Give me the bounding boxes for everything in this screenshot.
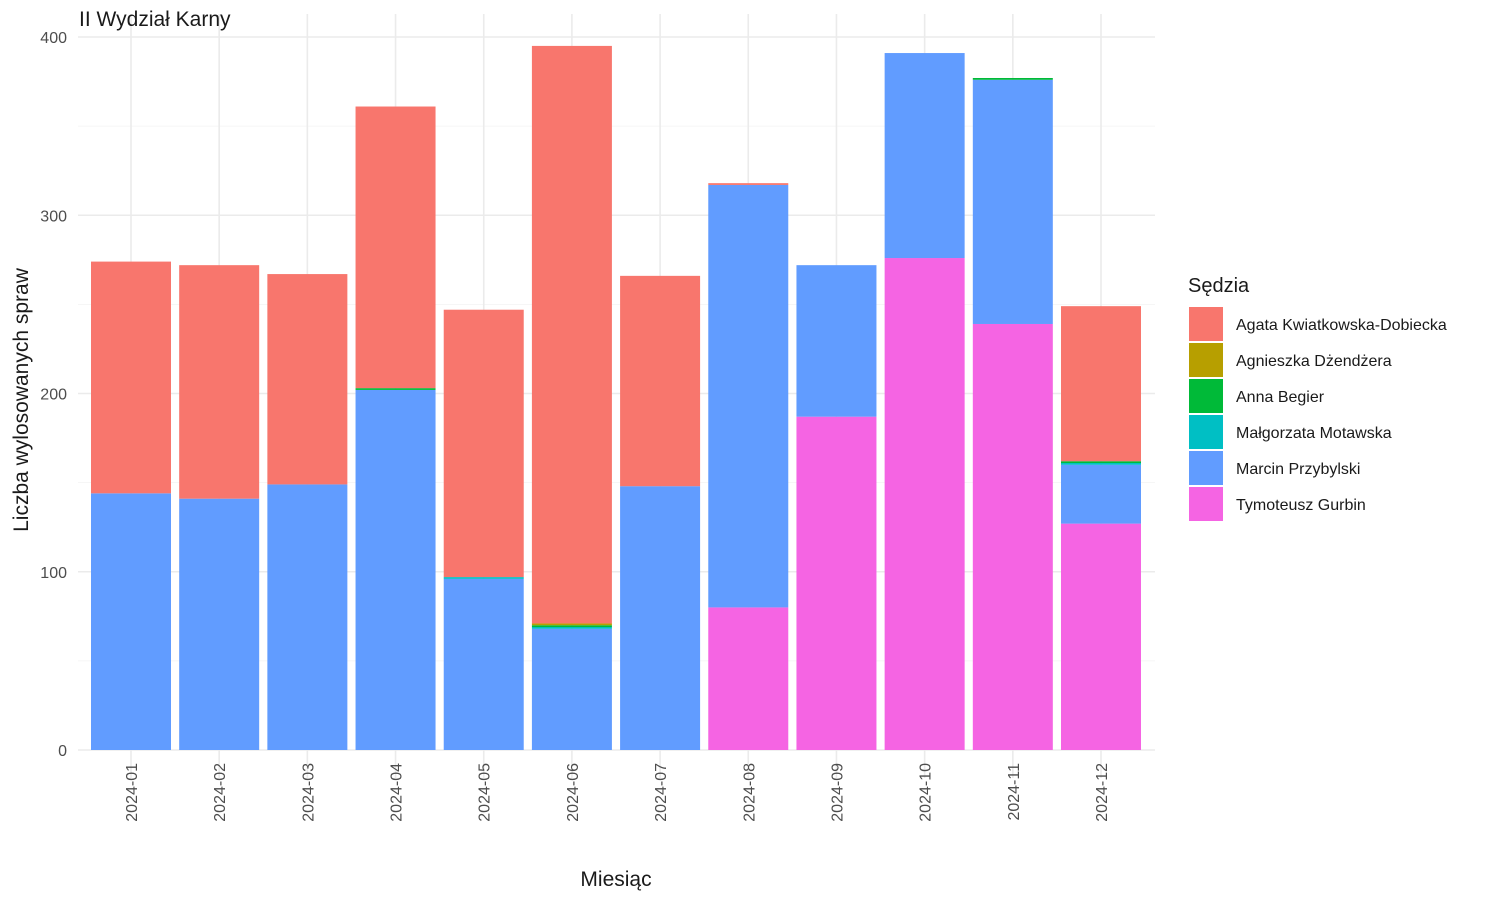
bar-segment: 2024-08: Marcin Przybylski = 237 xyxy=(708,184,789,608)
bar-segment: 2024-07: Marcin Przybylski = 148 xyxy=(620,486,701,750)
legend: Sędzia Agata Kwiatkowska-Dobiecka Agniesz… xyxy=(1188,275,1447,521)
bar-segment: 2024-04: Marcin Przybylski = 202 xyxy=(355,389,436,750)
x-tick-label: 2024-11 xyxy=(1006,763,1023,821)
legend-key xyxy=(1189,379,1223,413)
bar-segment: 2024-10: Tymoteusz Gurbin = 276 xyxy=(884,258,965,750)
legend-label: Anna Begier xyxy=(1236,389,1325,406)
bar-segment: 2024-04: Anna Begier = 1 xyxy=(355,388,436,390)
bar-segment: 2024-04: Agata Kwiatkowska-Dobiecka = 15… xyxy=(355,106,436,389)
y-tick-label: 100 xyxy=(40,565,67,582)
bars: 2024-01: Marcin Przybylski = 1442024-01:… xyxy=(91,45,1141,750)
bar-segment: 2024-06: Anna Begier = 1 xyxy=(531,625,612,628)
bar-segment: 2024-10: Marcin Przybylski = 115 xyxy=(884,53,965,259)
y-tick-label: 0 xyxy=(58,743,67,760)
bar-segment: 2024-07: Agata Kwiatkowska-Dobiecka = 11… xyxy=(620,275,701,487)
x-tick-label: 2024-03 xyxy=(300,763,317,822)
bar-segment: 2024-06: Marcin Przybylski = 68 xyxy=(531,628,612,750)
x-tick-label: 2024-06 xyxy=(565,763,582,822)
bar-segment: 2024-05: Marcin Przybylski = 96 xyxy=(443,578,524,750)
x-tick-label: 2024-10 xyxy=(918,763,935,822)
x-tick-label: 2024-05 xyxy=(477,763,494,822)
x-tick-label: 2024-12 xyxy=(1094,763,1111,822)
y-axis-title: Liczba wylosowanych spraw xyxy=(10,267,33,532)
bar-segment: 2024-05: Małgorzata Motawska = 1 xyxy=(443,577,524,579)
bar-segment: 2024-03: Agata Kwiatkowska-Dobiecka = 11… xyxy=(267,274,348,485)
bar-segment: 2024-12: Anna Begier = 1 xyxy=(1061,461,1141,464)
legend-key xyxy=(1189,343,1223,377)
bar-segment: 2024-09: Marcin Przybylski = 85 xyxy=(796,265,877,417)
legend-key xyxy=(1189,451,1223,485)
bar-segment: 2024-01: Agata Kwiatkowska-Dobiecka = 13… xyxy=(91,261,171,494)
bar-segment: 2024-12: Małgorzata Motawska = 1 xyxy=(1061,463,1141,465)
y-axis-ticks: 0 100 200 300 400 xyxy=(40,30,67,760)
legend-label: Agata Kwiatkowska-Dobiecka xyxy=(1236,317,1447,334)
x-tick-label: 2024-08 xyxy=(741,763,758,822)
x-tick-label: 2024-09 xyxy=(829,763,846,822)
bar-segment: 2024-11: Marcin Przybylski = 137 xyxy=(972,79,1053,324)
x-tick-label: 2024-04 xyxy=(389,763,406,822)
legend-key xyxy=(1189,307,1223,341)
bar-segment: 2024-11: Tymoteusz Gurbin = 239 xyxy=(972,323,1053,750)
x-tick-label: 2024-07 xyxy=(653,763,670,822)
bar-segment: 2024-06: Agata Kwiatkowska-Dobiecka = 32… xyxy=(531,45,612,624)
x-tick-label: 2024-01 xyxy=(124,763,141,822)
bar-segment: 2024-02: Marcin Przybylski = 141 xyxy=(179,498,260,750)
y-tick-label: 400 xyxy=(40,30,67,47)
legend-title: Sędzia xyxy=(1188,275,1250,297)
y-tick-label: 200 xyxy=(40,387,67,404)
legend-key xyxy=(1189,487,1223,521)
legend-label: Marcin Przybylski xyxy=(1236,461,1360,478)
bar-segment: 2024-11: Anna Begier = 1 xyxy=(972,77,1053,80)
bar-segment: 2024-09: Tymoteusz Gurbin = 187 xyxy=(796,416,877,750)
legend-key xyxy=(1189,415,1223,449)
legend-label: Małgorzata Motawska xyxy=(1236,425,1392,442)
x-axis-title: Miesiąc xyxy=(580,868,651,891)
bar-segment: 2024-02: Agata Kwiatkowska-Dobiecka = 13… xyxy=(179,265,260,499)
x-axis-ticks: 2024-01 2024-02 2024-03 2024-04 2024-05 2024-… xyxy=(124,763,1111,822)
legend-label: Tymoteusz Gurbin xyxy=(1236,497,1366,514)
y-tick-label: 300 xyxy=(40,208,67,225)
bar-segment: 2024-03: Marcin Przybylski = 149 xyxy=(267,484,348,750)
bar-segment: 2024-12: Marcin Przybylski = 33 xyxy=(1061,464,1141,524)
legend-label: Agnieszka Dżendżera xyxy=(1236,353,1392,370)
bar-segment: 2024-12: Agata Kwiatkowska-Dobiecka = 87 xyxy=(1061,306,1141,462)
x-tick-label: 2024-02 xyxy=(212,763,229,822)
bar-segment: 2024-08: Agata Kwiatkowska-Dobiecka = 1 xyxy=(708,183,789,185)
bar-segment: 2024-06: Małgorzata Motawska = 1 xyxy=(531,627,612,629)
bar-segment: 2024-05: Agata Kwiatkowska-Dobiecka = 15… xyxy=(443,309,524,578)
bar-segment: 2024-01: Marcin Przybylski = 144 xyxy=(91,493,171,750)
chart-title: II Wydział Karny xyxy=(79,8,231,31)
bar-segment: 2024-06: Agnieszka Dżendżera = 1 xyxy=(531,623,612,626)
bar-segment: 2024-12: Tymoteusz Gurbin = 127 xyxy=(1061,523,1141,750)
bar-segment: 2024-08: Tymoteusz Gurbin = 80 xyxy=(708,607,789,750)
